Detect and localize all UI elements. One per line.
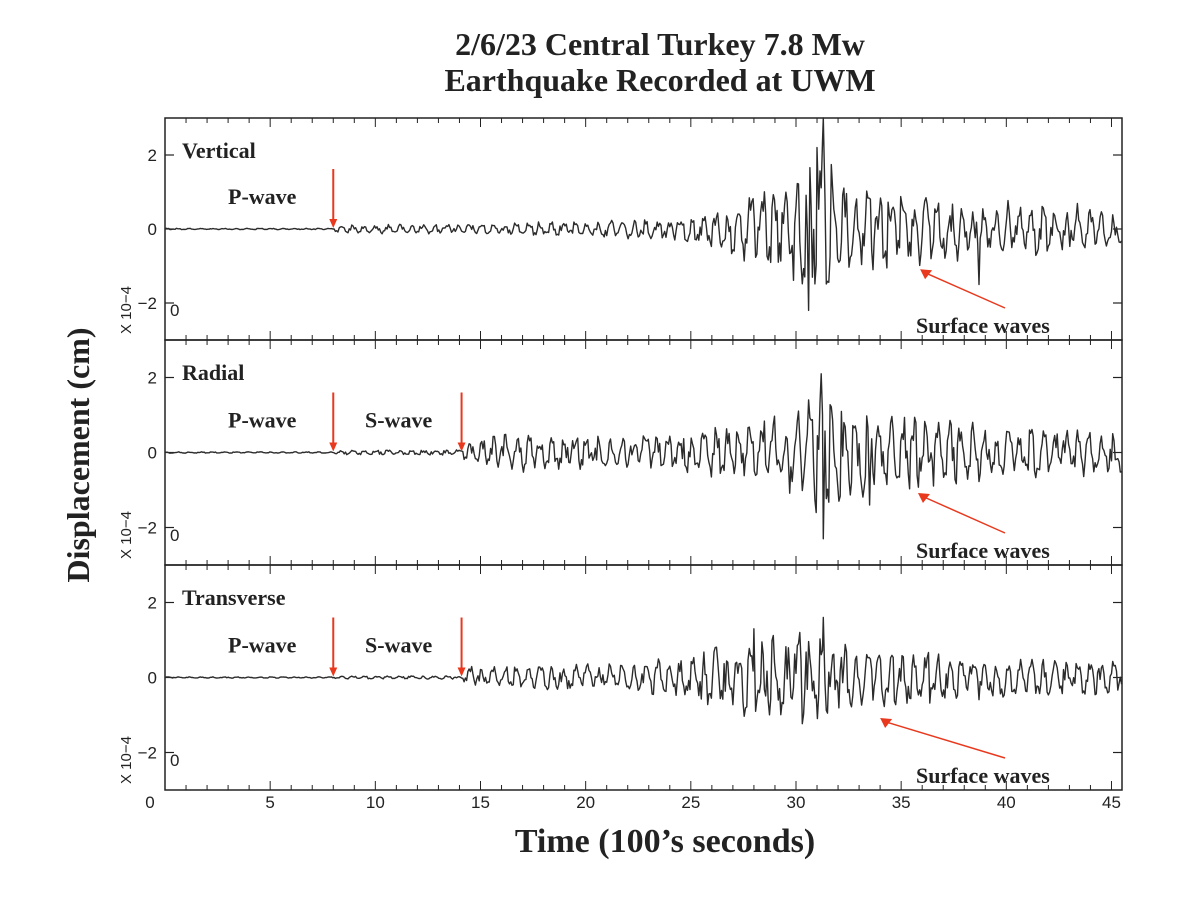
y-tick-label: 0	[148, 444, 157, 463]
x-tick-label: 40	[997, 793, 1016, 812]
y-tick-label: 2	[148, 146, 157, 165]
x-tick-label: 5	[265, 793, 274, 812]
p-wave-label: P-wave	[228, 184, 297, 209]
p-wave-arrowhead	[329, 219, 338, 228]
x-tick-label: 30	[787, 793, 806, 812]
x-tick-label: 15	[471, 793, 490, 812]
y-tick-label: 0	[148, 669, 157, 688]
s-wave-label: S-wave	[365, 408, 432, 433]
title-line-1: 2/6/23 Central Turkey 7.8 Mw	[455, 26, 865, 62]
y-tick-label: 2	[148, 594, 157, 613]
s-wave-label: S-wave	[365, 633, 432, 658]
panel-transverse: 2 0 −2X 10−4 0 Transverse P-wave S-wave Surface…	[118, 564, 1123, 791]
surface-waves-arrowhead	[880, 718, 893, 728]
panel-vertical: 2 0 −2X 10−4 0 Vertical P-wave Surface waves	[118, 117, 1123, 341]
y-tick-label: −2	[138, 519, 157, 538]
surface-waves-arrow	[885, 721, 1006, 759]
panel-title-vertical: Vertical	[182, 138, 256, 163]
surface-waves-arrowhead	[920, 269, 933, 280]
y-exponent-zero: 0	[170, 301, 179, 320]
y-exponent-label: X 10−4	[118, 286, 135, 334]
y-tick-label: 0	[148, 220, 157, 239]
p-wave-arrowhead	[329, 442, 338, 452]
y-exponent-label: X 10−4	[118, 736, 135, 784]
surface-waves-arrow	[925, 272, 1006, 309]
y-exponent-label: X 10−4	[118, 511, 135, 559]
surface-waves-label: Surface waves	[916, 538, 1050, 563]
panel-radial: 2 0 −2X 10−4 0 Radial P-wave S-wave Surface wav…	[118, 339, 1123, 566]
y-tick-label: 2	[148, 369, 157, 388]
surface-waves-label: Surface waves	[916, 313, 1050, 338]
x-tick-label: 20	[576, 793, 595, 812]
x-axis-label: Time (100’s seconds)	[514, 823, 816, 860]
surface-waves-arrow	[923, 496, 1006, 534]
x-tick-label: 25	[681, 793, 700, 812]
y-tick-label: −2	[138, 744, 157, 763]
y-tick-label: −2	[138, 294, 157, 313]
p-wave-label: P-wave	[228, 408, 297, 433]
panel-title-transverse: Transverse	[182, 585, 286, 610]
x-tick-label: 10	[366, 793, 385, 812]
chart-title: 2/6/23 Central Turkey 7.8 Mw Earthquake …	[330, 26, 990, 98]
x-tick-label: 45	[1102, 793, 1121, 812]
p-wave-arrowhead	[329, 667, 338, 677]
seismic-trace-vertical	[164, 117, 1123, 312]
x-tick-label: 35	[892, 793, 911, 812]
x-tick-label: 0	[145, 793, 154, 812]
y-exponent-zero: 0	[170, 526, 179, 545]
surface-waves-label: Surface waves	[916, 763, 1050, 788]
panel-title-radial: Radial	[182, 360, 244, 385]
y-exponent-zero: 0	[170, 751, 179, 770]
s-wave-arrowhead	[457, 442, 466, 452]
seismic-trace-transverse	[164, 616, 1123, 725]
seismic-trace-radial	[164, 373, 1122, 540]
s-wave-arrowhead	[457, 667, 466, 677]
surface-waves-arrowhead	[917, 493, 930, 503]
title-line-2: Earthquake Recorded at UWM	[444, 62, 876, 98]
p-wave-label: P-wave	[228, 633, 297, 658]
